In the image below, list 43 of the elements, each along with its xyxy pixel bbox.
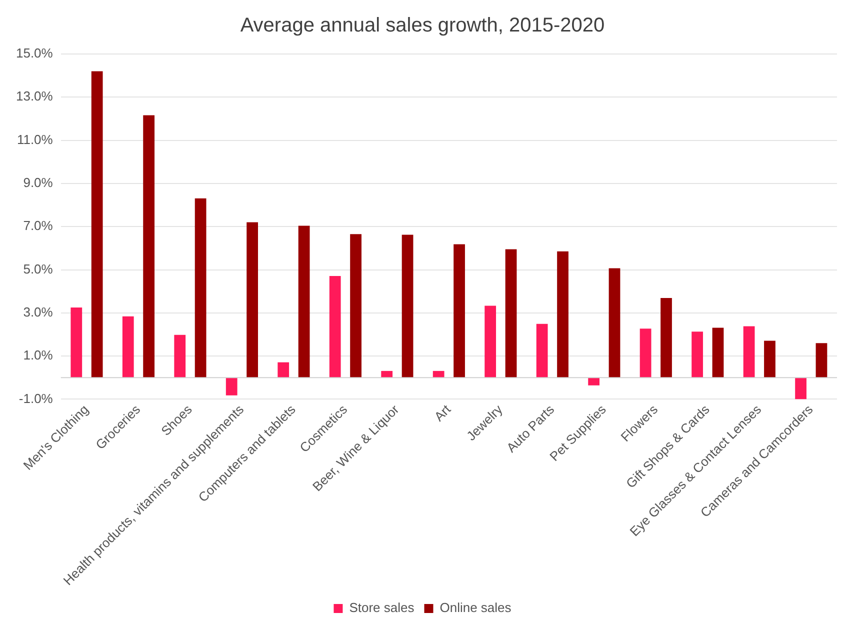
y-tick-label: 7.0% — [23, 218, 54, 234]
bar — [226, 378, 238, 396]
bar — [588, 378, 600, 386]
bar — [660, 298, 672, 378]
bar — [536, 324, 548, 378]
bar — [432, 370, 444, 378]
x-tick-label: Art — [431, 401, 454, 424]
bar — [381, 370, 393, 378]
bar — [329, 276, 341, 378]
y-tick-label: 3.0% — [23, 304, 54, 320]
y-tick-label: 9.0% — [23, 175, 54, 190]
bar — [143, 115, 155, 378]
y-tick-label: 5.0% — [23, 261, 54, 276]
bar — [640, 328, 652, 378]
bar — [402, 234, 414, 378]
bar — [70, 308, 82, 378]
y-tick-label: 1.0% — [23, 348, 54, 363]
bar — [743, 326, 755, 378]
legend-label: Online sales — [440, 600, 512, 616]
bar — [557, 251, 568, 378]
bar — [174, 334, 186, 378]
bar — [764, 340, 776, 378]
bar — [278, 362, 290, 378]
bar — [692, 332, 703, 378]
y-tick-label: 15.0% — [16, 46, 54, 61]
bar — [298, 226, 310, 378]
bar — [484, 306, 496, 378]
y-tick-label: 13.0% — [16, 88, 54, 104]
bar — [608, 268, 620, 378]
bar — [194, 198, 206, 378]
bar — [122, 316, 134, 378]
bar — [505, 249, 517, 378]
y-tick-label: -1.0% — [18, 390, 54, 406]
bar — [246, 222, 258, 378]
bar — [816, 343, 828, 378]
chart-title: Average annual sales growth, 2015-2020 — [240, 14, 605, 37]
bar — [350, 234, 362, 378]
bar — [795, 378, 806, 400]
bar — [91, 71, 103, 378]
bar — [712, 328, 724, 378]
y-tick-label: 11.0% — [16, 132, 54, 147]
bar — [454, 244, 465, 378]
legend-label: Store sales — [349, 600, 415, 616]
